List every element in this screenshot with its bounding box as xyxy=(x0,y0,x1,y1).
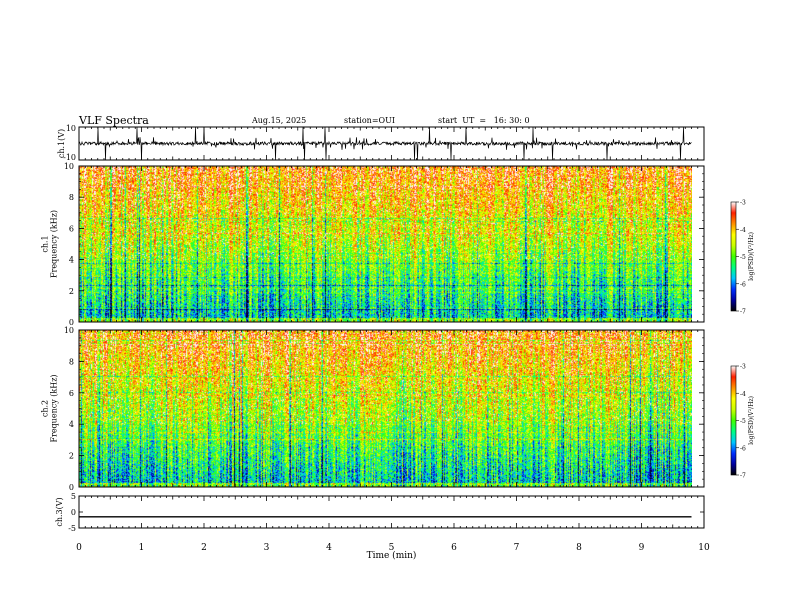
ch2-spectrogram-ytick-label: 10 xyxy=(64,326,74,335)
ch3-ytick-label: -5 xyxy=(68,524,76,533)
ch1-colorbar xyxy=(730,201,737,312)
ch1-spectrogram-image xyxy=(79,166,692,322)
ch1-ytick-label: -10 xyxy=(63,153,76,162)
ch1-spectrogram-ytick-label: 6 xyxy=(69,224,74,233)
x-tick-label: 6 xyxy=(451,543,457,553)
ch1-spectrogram-ytick-label: 0 xyxy=(69,318,74,327)
ch2-colorbar-tick: -3 xyxy=(740,364,746,371)
ch2-spectrogram-ytick-label: 6 xyxy=(69,389,74,398)
ch2-colorbar xyxy=(730,365,737,476)
x-tick-label: 8 xyxy=(576,543,582,553)
ch2-colorbar-tick: -5 xyxy=(740,418,746,425)
date-label: Aug.15, 2025 xyxy=(252,116,307,125)
ch2-spectrogram-ytick-label: 2 xyxy=(69,452,74,461)
ch1-colorbar-tick: -5 xyxy=(740,254,746,261)
ch2-colorbar-label: log(PSD)(V²/Hz) xyxy=(748,396,755,445)
x-axis-label: Time (min) xyxy=(367,550,417,561)
ch1-waveform-ylabel: ch.1(V) xyxy=(57,129,66,158)
ch1-colorbar-tick: -3 xyxy=(740,200,746,207)
x-tick-label: 10 xyxy=(698,543,710,553)
ch1-spectrogram-ytick-label: 2 xyxy=(69,287,74,296)
x-tick-label: 7 xyxy=(514,543,520,553)
x-tick-label: 0 xyxy=(76,543,82,553)
ch2-colorbar-tick: -7 xyxy=(740,473,746,480)
ch2-colorbar-tick: -6 xyxy=(740,445,746,452)
ch2-spectrogram-ylabel: ch.2Frequency (kHz) xyxy=(41,374,59,442)
ch1-spectrogram-ytick-label: 4 xyxy=(69,256,74,265)
x-tick-label: 4 xyxy=(326,543,332,553)
ch2-spectrogram-ytick-label: 0 xyxy=(69,483,74,492)
station-label: station=OUI xyxy=(344,116,395,125)
ch3-ytick-label: 5 xyxy=(71,492,76,501)
ch1-waveform-line xyxy=(78,126,692,161)
ch1-spectrogram-ytick-label: 10 xyxy=(64,162,74,171)
ch1-ytick-label: 10 xyxy=(66,124,76,133)
ch1-spectrogram-ytick-label: 8 xyxy=(69,193,74,202)
x-tick-label: 2 xyxy=(201,543,207,553)
x-tick-label: 1 xyxy=(139,543,145,553)
ch2-spectrogram-image xyxy=(79,330,692,487)
ch2-spectrogram-ytick-label: 8 xyxy=(69,357,74,366)
start-time-label: start UT = 16: 30: 0 xyxy=(438,116,530,125)
x-tick-label: 5 xyxy=(389,543,395,553)
ch2-spectrogram-ytick-label: 4 xyxy=(69,420,74,429)
ch1-colorbar-tick: -7 xyxy=(740,309,746,316)
figure-title: VLF Spectra xyxy=(79,114,149,127)
ch2-colorbar-tick: -4 xyxy=(740,391,746,398)
x-tick-label: 9 xyxy=(639,543,645,553)
ch1-colorbar-label: log(PSD)(V²/Hz) xyxy=(748,232,755,281)
ch1-colorbar-tick: -6 xyxy=(740,281,746,288)
ch1-colorbar-tick: -4 xyxy=(740,227,746,234)
x-tick-label: 3 xyxy=(264,543,270,553)
ch1-spectrogram-ylabel: ch.1Frequency (kHz) xyxy=(41,210,59,278)
ch3-waveform-ylabel: ch.3(V) xyxy=(55,497,64,526)
ch3-ytick-label: 0 xyxy=(71,508,76,517)
